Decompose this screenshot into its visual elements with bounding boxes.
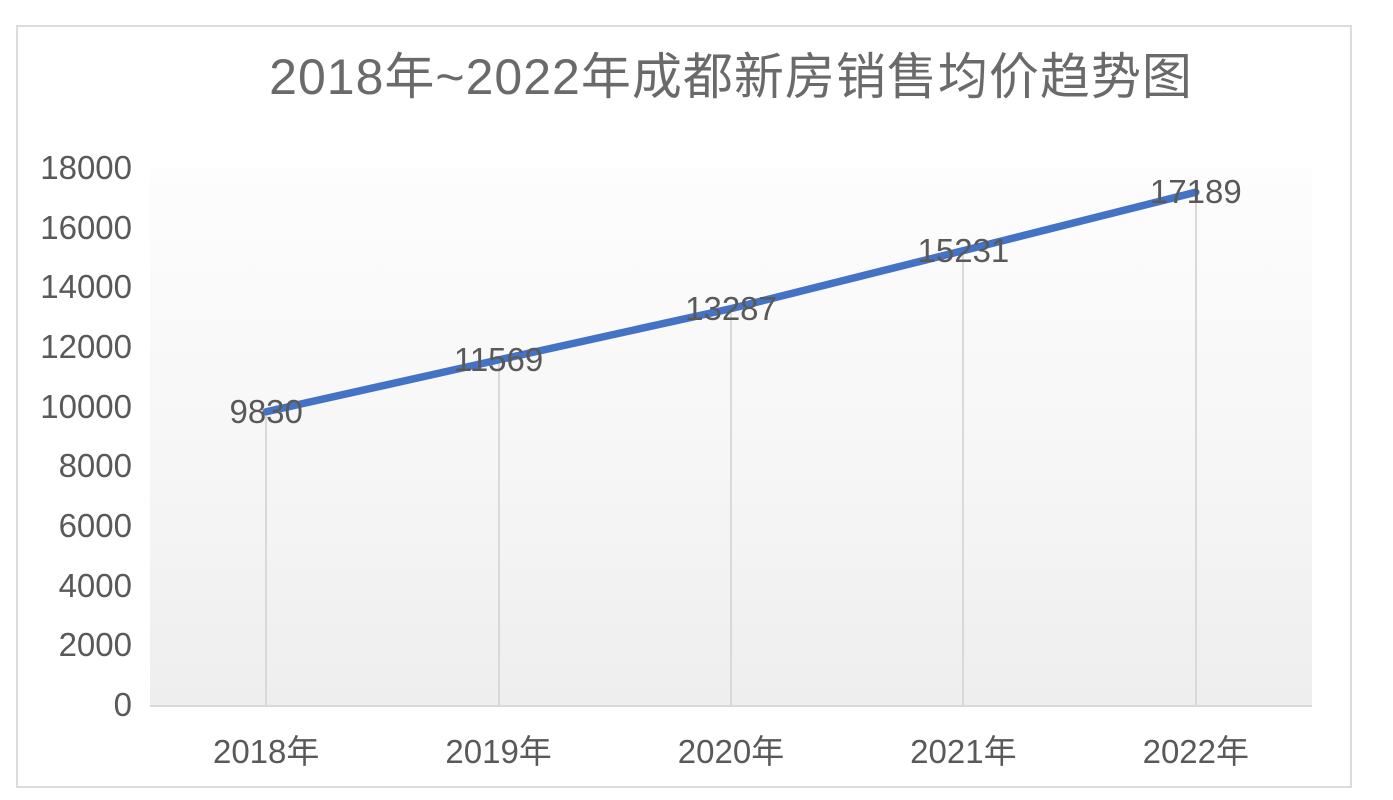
y-tick-label: 0 bbox=[113, 686, 132, 723]
y-axis: 0 2000 4000 6000 8000 10000 12000 14000 16000 180… bbox=[0, 149, 132, 723]
dropline bbox=[962, 250, 965, 705]
data-label: 13287 bbox=[685, 289, 777, 327]
x-tick-label: 2019年 bbox=[445, 733, 552, 770]
y-tick-label: 4000 bbox=[58, 566, 132, 604]
dropline bbox=[730, 308, 732, 705]
trend-line-svg bbox=[262, 188, 1200, 416]
data-label: 15231 bbox=[917, 231, 1010, 269]
dropline bbox=[265, 411, 268, 705]
data-label: 17189 bbox=[1149, 173, 1242, 211]
x-tick-label: 2018年 bbox=[212, 733, 320, 770]
x-axis: 2018年 2019年 2020年 2021年 2022年 bbox=[150, 725, 1312, 770]
y-tick-label: 8000 bbox=[58, 447, 132, 485]
y-tick-label: 16000 bbox=[40, 208, 132, 246]
plot-area: 9830 11569 13287 15231 17189 0 2000 4000 6000 80… bbox=[40, 149, 1312, 770]
chart-title: 2018年~2022年成都新房销售均价趋势图 bbox=[269, 49, 1193, 105]
x-tick-label: 2020年 bbox=[677, 733, 785, 770]
chart-frame: 2018年~2022年成都新房销售均价趋势图 9830 11569 13287 152… bbox=[16, 25, 1352, 788]
y-tick-label: 2000 bbox=[58, 626, 132, 664]
y-tick-label: 14000 bbox=[40, 268, 132, 306]
y-tick-label: 6000 bbox=[58, 507, 132, 544]
x-tick-label: 2021年 bbox=[910, 733, 1017, 770]
y-tick-label: 18000 bbox=[40, 149, 132, 186]
data-label: 11569 bbox=[453, 340, 544, 378]
data-label: 9830 bbox=[229, 392, 303, 430]
y-tick-label: 10000 bbox=[40, 387, 132, 425]
y-tick-label: 12000 bbox=[40, 328, 132, 365]
dropline bbox=[1194, 192, 1197, 705]
trend-line bbox=[262, 188, 1200, 416]
x-tick-label: 2022年 bbox=[1142, 733, 1250, 770]
dropline bbox=[497, 359, 500, 705]
